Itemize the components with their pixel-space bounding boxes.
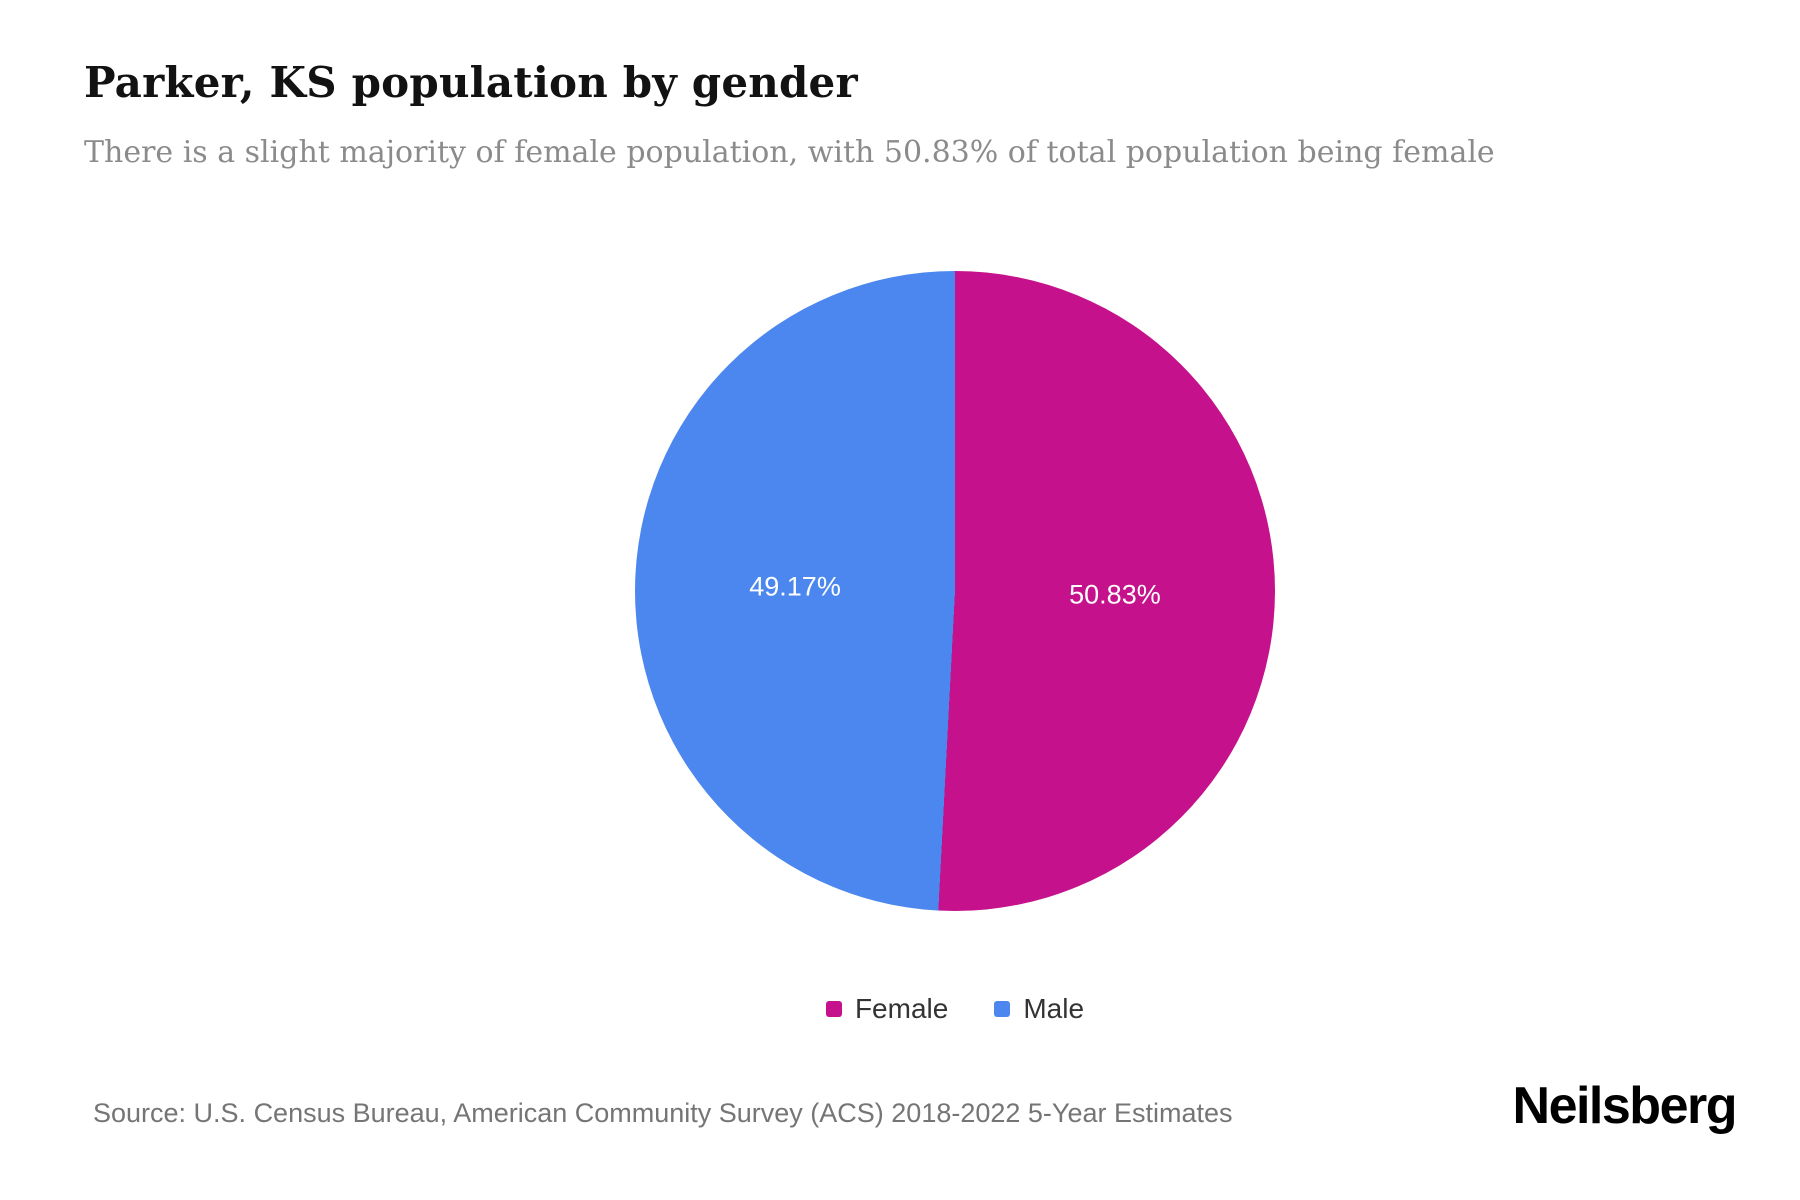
legend: Female Male [635,993,1275,1025]
chart-subtitle: There is a slight majority of female pop… [84,135,1495,170]
chart-title: Parker, KS population by gender [84,58,858,107]
slice-label: 50.83% [1069,579,1161,610]
pie-chart-area: 50.83% 49.17% [635,271,1275,911]
pie-chart: 50.83% 49.17% [635,271,1275,911]
legend-label: Male [1023,993,1085,1024]
legend-item-female: Female [825,993,949,1025]
legend-label: Female [854,993,949,1024]
slice-label: 49.17% [749,571,841,602]
legend-item-male: Male [994,993,1084,1025]
legend-swatch-icon [994,1001,1011,1017]
source-text: Source: U.S. Census Bureau, American Com… [93,1098,1233,1128]
brand-logo: Neilsberg [1512,1077,1738,1135]
legend-swatch-icon [825,1001,842,1017]
